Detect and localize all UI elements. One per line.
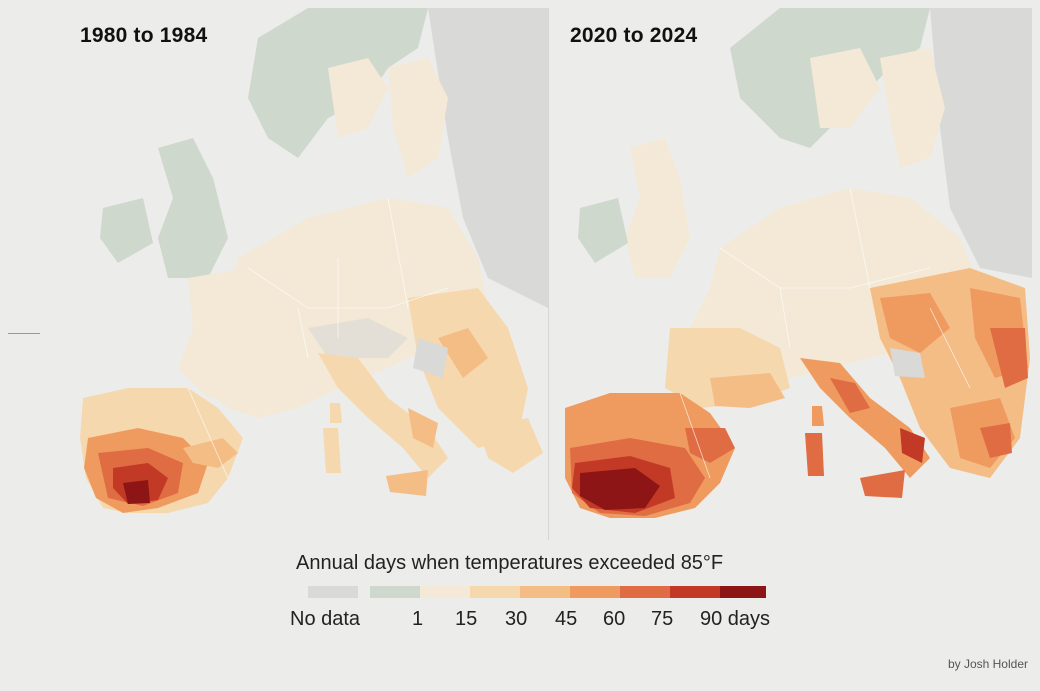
legend-swatch-6: [620, 586, 670, 598]
legend-swatch-0: [308, 586, 358, 598]
region-france: [178, 268, 308, 398]
map-panel-2020-2024: 2020 to 2024: [550, 8, 1032, 540]
panel-title-right: 2020 to 2024: [570, 24, 698, 47]
legend-label-1: 1: [412, 608, 424, 630]
legend-swatch-1: [370, 586, 420, 598]
legend-swatch-3: [470, 586, 520, 598]
map-panel-1980-1984: 1980 to 1984: [8, 8, 548, 540]
byline-credit: by Josh Holder: [947, 657, 1028, 671]
europe-map-2020-2024: [550, 8, 1032, 540]
region-italy: [318, 353, 448, 478]
region-no-data-east: [930, 8, 1032, 278]
legend-title: Annual days when temperatures exceeded 8…: [296, 552, 724, 574]
europe-map-1980-1984: [8, 8, 548, 540]
legend-swatches: [308, 586, 768, 598]
legend-label-7: 90 days: [700, 608, 771, 630]
legend-label-5: 60: [603, 608, 626, 630]
panel-title-left: 1980 to 1984: [80, 24, 208, 47]
legend-label-4: 45: [555, 608, 578, 630]
region-sardinia: [323, 428, 341, 473]
legend-swatch-4: [520, 586, 570, 598]
region-ireland: [100, 198, 153, 263]
region-sicily: [860, 470, 905, 498]
region-greece: [478, 418, 543, 473]
region-great-britain: [158, 138, 228, 278]
left-edge-tick: [8, 333, 40, 334]
region-sardinia: [805, 433, 824, 476]
legend-label-6: 75: [651, 608, 674, 630]
legend-label-0: No data: [290, 608, 361, 630]
region-sicily: [386, 470, 428, 496]
legend-swatch-7: [670, 586, 720, 598]
legend-label-2: 15: [455, 608, 478, 630]
legend-swatch-2: [420, 586, 470, 598]
region-great-britain: [625, 138, 690, 278]
legend-label-3: 30: [505, 608, 528, 630]
region-ireland: [578, 198, 628, 263]
legend-swatch-8: [720, 586, 766, 598]
region-italy: [800, 358, 930, 478]
region-no-data-east: [428, 8, 548, 308]
panel-divider: [548, 8, 549, 540]
legend-swatch-5: [570, 586, 620, 598]
